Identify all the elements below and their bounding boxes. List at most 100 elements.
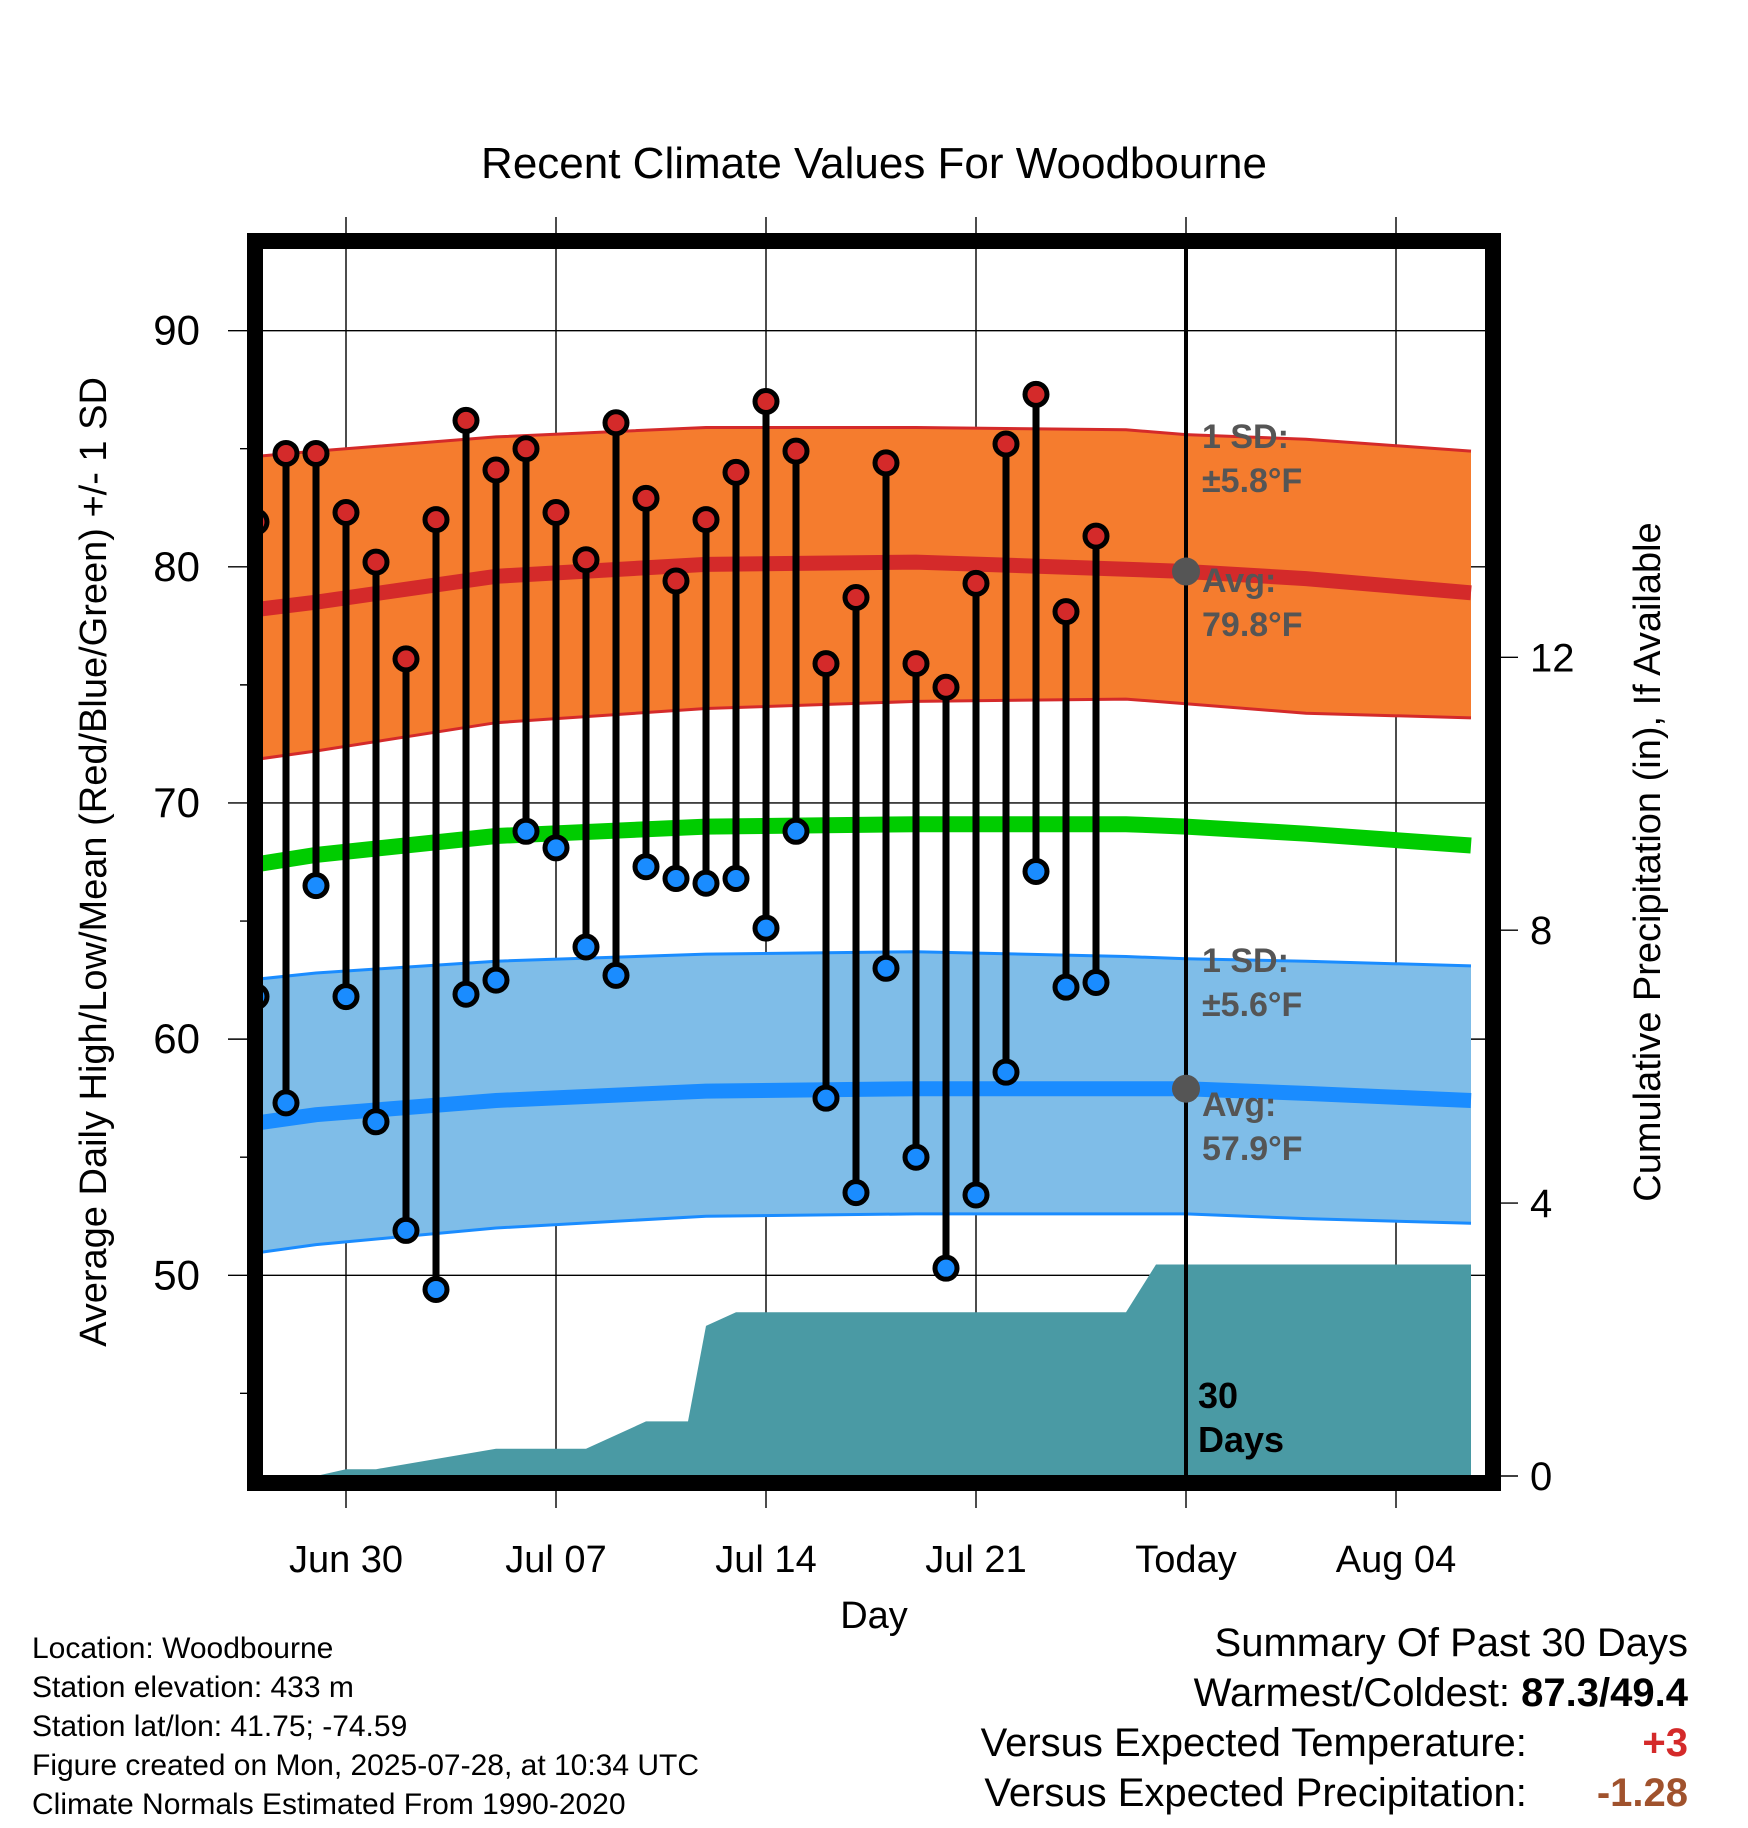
low-sd-band <box>262 951 1471 1253</box>
daily-high-point <box>362 548 390 576</box>
daily-high-point <box>262 509 270 535</box>
daily-low-point <box>692 869 720 897</box>
summary-panel: Summary Of Past 30 Days Warmest/Coldest:… <box>981 1618 1688 1818</box>
warm-cold-label: Warmest/Coldest: <box>1193 1671 1511 1715</box>
daily-low-point <box>215 1146 237 1168</box>
daily-high-point <box>602 409 630 437</box>
daily-low-point <box>962 1181 990 1209</box>
y-tick-label: 90 <box>153 307 200 354</box>
summary-temp: Versus Expected Temperature: +3 <box>981 1718 1688 1768</box>
precip-value: -1.28 <box>1596 1771 1688 1815</box>
daily-low-point <box>752 914 780 942</box>
x-axis-label: Day <box>840 1595 908 1637</box>
daily-high-point <box>932 673 960 701</box>
daily-high-point <box>692 506 720 534</box>
daily-high-point <box>272 439 300 467</box>
y-tick-label: 60 <box>153 1015 200 1062</box>
y2-axis-label: Cumulative Precipitation (in), If Availa… <box>1627 522 1669 1201</box>
y2-tick-label: 12 <box>1530 636 1575 680</box>
low-avg-label: Avg: <box>1202 1086 1276 1124</box>
temp-label: Versus Expected Temperature: <box>980 1721 1527 1765</box>
daily-high-point <box>512 435 540 463</box>
daily-low-point <box>812 1084 840 1112</box>
station-elevation: Station elevation: 433 m <box>32 1671 354 1704</box>
daily-high-point <box>452 406 480 434</box>
daily-high-point <box>812 650 840 678</box>
daily-low-point <box>602 961 630 989</box>
daily-low-point <box>332 983 360 1011</box>
daily-high-point <box>482 456 510 484</box>
low-avg-value: 57.9°F <box>1202 1130 1303 1168</box>
y2-tick-label: 4 <box>1530 1182 1552 1226</box>
station-location: Location: Woodbourne <box>32 1632 334 1665</box>
x-tick-label: Today <box>1135 1539 1236 1581</box>
y-tick-label: 50 <box>153 1251 200 1298</box>
daily-low-point <box>512 817 540 845</box>
daily-low-point <box>662 865 690 893</box>
daily-high-point <box>1052 598 1080 626</box>
daily-low-point <box>872 954 900 982</box>
station-info: Location: Woodbourne Station elevation: … <box>32 1629 699 1824</box>
x-tick-label: Jul 14 <box>715 1539 816 1581</box>
warm-cold-value: 87.3/49.4 <box>1521 1671 1688 1715</box>
daily-low-point <box>482 966 510 994</box>
figure-created: Figure created on Mon, 2025-07-28, at 10… <box>32 1749 700 1782</box>
high-sd-upper-line <box>262 426 1472 458</box>
daily-high-point <box>752 388 780 415</box>
daily-high-point <box>302 439 330 467</box>
y2-tick-label: 8 <box>1530 909 1552 953</box>
x-tick-label: Jul 21 <box>925 1539 1026 1581</box>
daily-low-point <box>1052 973 1080 1001</box>
daily-high-point <box>992 430 1020 458</box>
chart-title: Recent Climate Values For Woodbourne <box>481 139 1267 188</box>
daily-high-point <box>392 645 420 673</box>
precip-window-label-line2: Days <box>1198 1419 1284 1460</box>
daily-low-point <box>422 1275 450 1303</box>
high-avg-value: 79.8°F <box>1202 606 1303 644</box>
daily-low-point <box>902 1143 930 1171</box>
daily-high-point <box>422 506 450 534</box>
low-sd-lower-line <box>262 1212 1472 1254</box>
daily-high-point <box>872 449 900 477</box>
daily-low-point <box>1082 968 1110 996</box>
daily-low-point <box>992 1058 1020 1086</box>
daily-low-point <box>542 834 570 862</box>
daily-low-point <box>632 853 660 881</box>
today-high-avg-marker <box>1172 557 1200 586</box>
daily-high-point <box>1022 380 1050 408</box>
today-low-avg-marker <box>1172 1074 1200 1103</box>
summary-precip: Versus Expected Precipitation: -1.28 <box>981 1768 1688 1818</box>
daily-low-point <box>362 1108 390 1136</box>
daily-high-point <box>572 546 600 574</box>
daily-low-point <box>782 817 810 845</box>
daily-stems <box>282 394 1100 1290</box>
daily-high-point <box>632 484 660 512</box>
x-tick-label: Jul 07 <box>505 1539 606 1581</box>
summary-warm-cold: Warmest/Coldest: 87.3/49.4 <box>981 1668 1688 1718</box>
x-tick-label: Aug 04 <box>1336 1539 1456 1581</box>
daily-low-point <box>932 1254 960 1282</box>
summary-title: Summary Of Past 30 Days <box>1214 1621 1688 1665</box>
daily-high-point <box>332 498 360 526</box>
precip-window-label-line1: 30 <box>1198 1375 1238 1416</box>
daily-high-point <box>962 569 990 597</box>
daily-high-point <box>662 567 690 595</box>
climate-normals-period: Climate Normals Estimated From 1990-2020 <box>32 1788 626 1821</box>
daily-high-point <box>722 458 750 486</box>
y-axis-label: Average Daily High/Low/Mean (Red/Blue/Gr… <box>73 377 115 1347</box>
daily-high-point <box>782 437 810 465</box>
daily-low-point <box>272 1089 300 1117</box>
y-tick-label: 70 <box>153 779 200 826</box>
station-latlon: Station lat/lon: 41.75; -74.59 <box>32 1710 408 1743</box>
plot-area <box>215 248 1472 1476</box>
daily-high-point <box>542 498 570 526</box>
precip-label: Versus Expected Precipitation: <box>984 1771 1527 1815</box>
daily-low-point <box>722 865 750 893</box>
y-tick-label: 80 <box>153 543 200 590</box>
plot-frame <box>247 233 1501 1491</box>
y2-tick-label: 0 <box>1530 1455 1552 1499</box>
daily-high-point <box>842 584 870 612</box>
daily-low-point <box>262 984 270 1009</box>
high-sd-label: 1 SD: <box>1202 418 1289 456</box>
